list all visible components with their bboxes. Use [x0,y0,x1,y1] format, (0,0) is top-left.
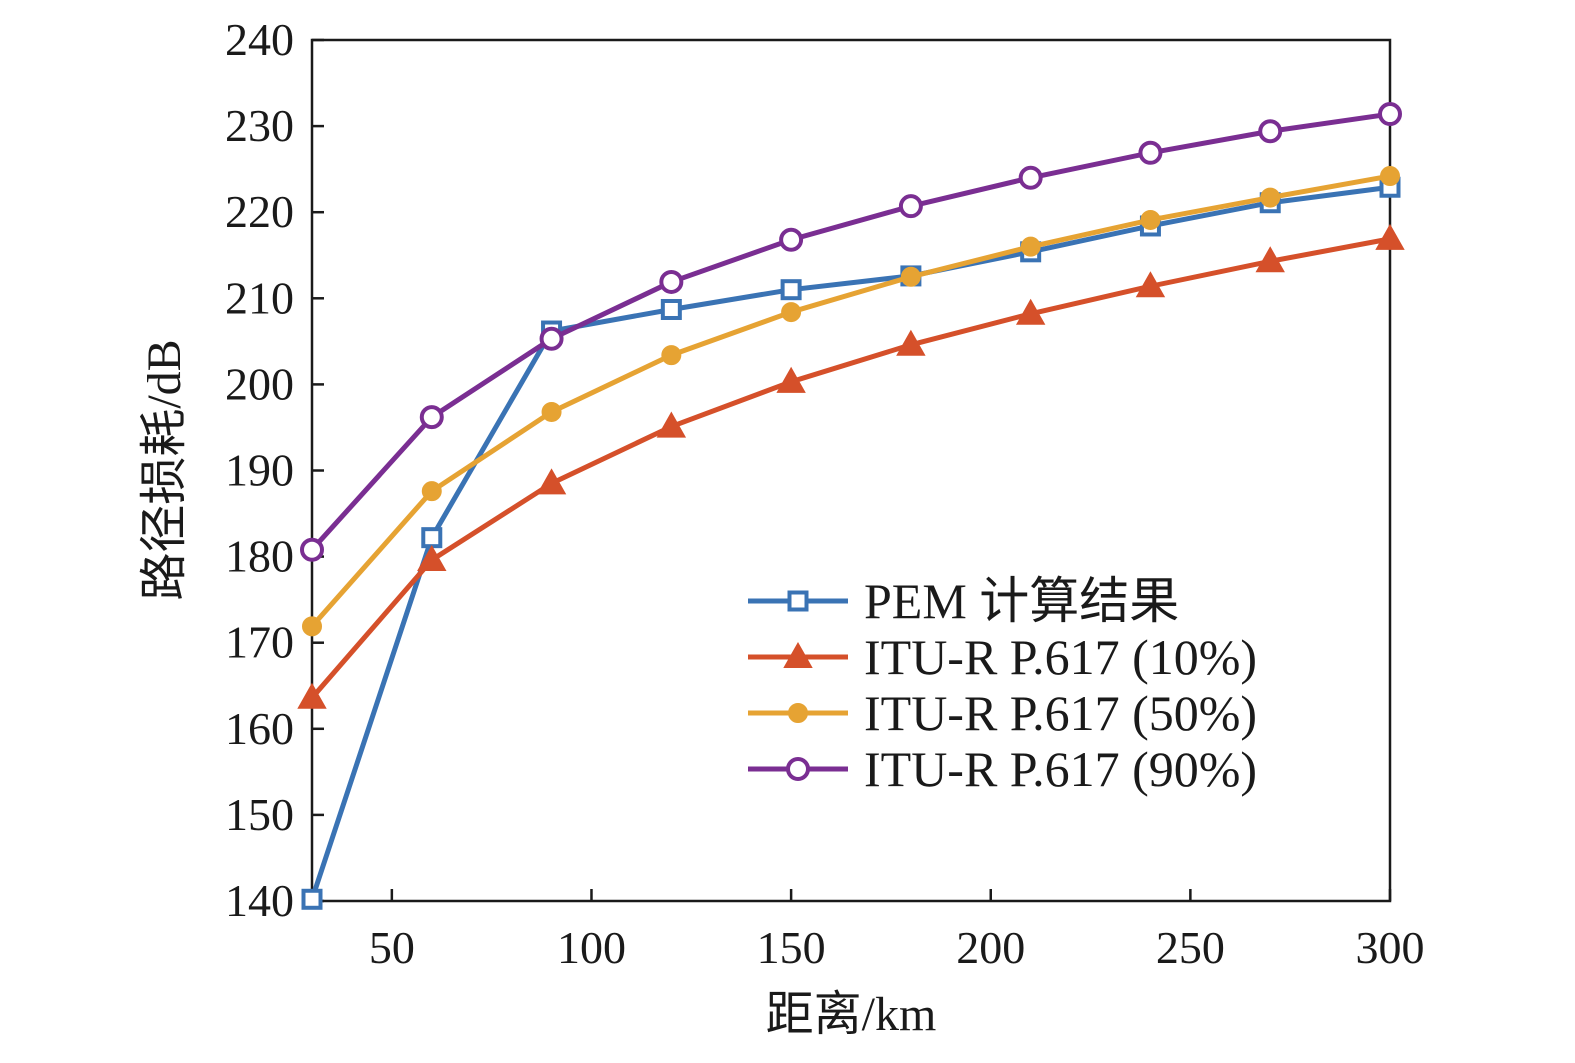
x-tick-label: 300 [1356,922,1425,973]
data-point [659,269,684,294]
data-point [302,616,322,637]
legend-label: ITU-R P.617 (10%) [864,629,1257,685]
data-point [1135,271,1166,298]
y-tick-label: 200 [225,358,294,409]
y-tick-label: 240 [225,14,294,65]
y-tick-label: 180 [225,531,294,582]
data-point [1255,246,1285,273]
data-point [1140,209,1161,230]
x-tick-label: 100 [557,922,626,973]
data-point [1015,298,1046,325]
x-tick-label: 200 [956,922,1025,973]
y-tick-label: 190 [225,445,294,496]
data-point [421,481,442,502]
data-point [898,194,923,219]
data-point [297,682,327,709]
data-point [417,545,447,572]
x-tick-label: 250 [1156,922,1225,973]
series-1 [301,176,1401,910]
data-point [541,401,562,422]
legend-label: ITU-R P.617 (90%) [864,741,1257,797]
data-point [776,366,806,393]
x-axis: 50 100 150 200 250 300 [369,889,1425,973]
legend-marker [786,757,810,781]
data-point [300,537,324,562]
legend-marker [787,590,809,612]
data-point [780,279,802,301]
y-tick-label: 230 [225,100,294,151]
y-tick-label: 220 [225,186,294,237]
legend-entry: ITU-R P.617 (90%) [748,741,1257,797]
y-axis: 140 150 160 170 180 190 200 210 220 230 240 [225,14,324,926]
series-line [309,184,1391,901]
series-line [310,236,1391,700]
data-point [1260,187,1281,208]
data-point [779,227,804,252]
data-point [419,405,444,430]
series-line [310,173,1391,628]
legend-marker [783,641,813,668]
data-point [900,266,921,287]
legend-label: ITU-R P.617 (50%) [864,685,1257,741]
y-tick-label: 140 [225,875,294,926]
legend-entry: PEM 计算结果 [748,573,1179,629]
data-point [539,326,564,351]
series-line [310,111,1391,552]
data-point [536,468,567,495]
y-tick-label: 160 [225,703,294,754]
data-point [421,527,443,549]
x-tick-label: 150 [757,922,826,973]
legend-entry: ITU-R P.617 (10%) [748,629,1257,685]
data-point [656,411,687,438]
data-point [660,298,682,320]
x-axis-title: 距离/km [766,988,937,1041]
data-point [1380,166,1400,187]
y-tick-label: 170 [225,617,294,668]
y-tick-label: 210 [225,272,294,323]
legend-label: PEM 计算结果 [864,573,1179,629]
data-point [1258,119,1283,144]
data-point [781,302,802,323]
data-point [1020,236,1041,257]
y-axis-title: 路径损耗/dB [138,339,191,600]
data-point [661,345,682,366]
series-layer [297,102,1405,910]
legend-entry: ITU-R P.617 (50%) [748,685,1257,741]
series-4 [300,102,1402,562]
data-point [301,888,323,910]
series-3 [302,166,1400,637]
data-point [1138,140,1163,165]
data-point [1018,165,1043,190]
data-point [1378,102,1402,127]
data-point [1375,223,1405,250]
legend-marker [788,703,808,723]
data-point [896,329,926,356]
x-tick-label: 50 [369,922,415,973]
series-2 [297,223,1405,709]
y-tick-label: 150 [225,789,294,840]
